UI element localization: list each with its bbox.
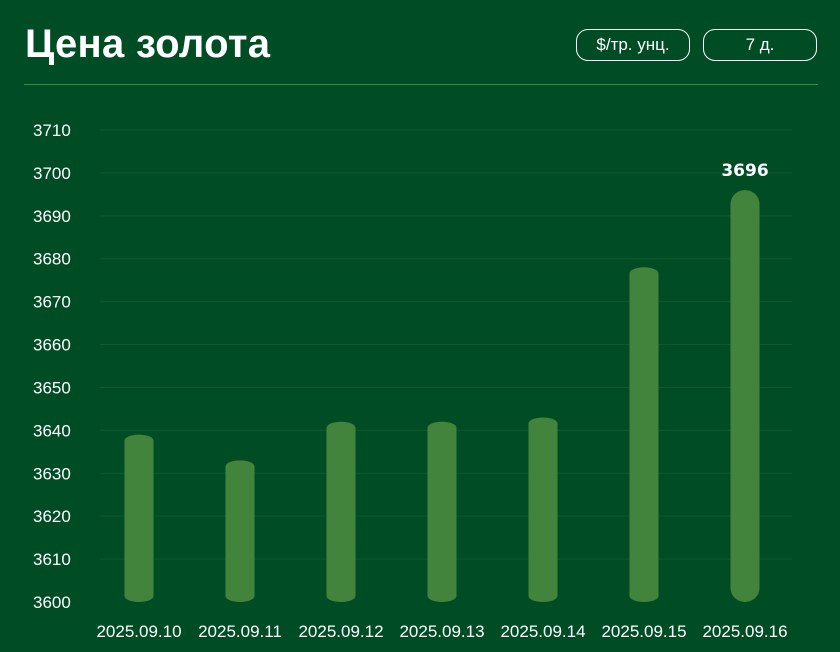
y-tick-label: 3620	[33, 507, 71, 526]
header-divider	[24, 84, 818, 85]
x-tick-label: 2025.09.15	[601, 622, 686, 641]
x-tick-label: 2025.09.16	[702, 622, 787, 641]
y-tick-label: 3670	[33, 293, 71, 312]
x-tick-label: 2025.09.13	[399, 622, 484, 641]
y-tick-label: 3630	[33, 464, 71, 483]
y-axis: 3600 3610 3620 3630 3640 3650 3660 3670 3680 3690…	[33, 121, 71, 612]
bar-2025.09.16[interactable]	[730, 190, 760, 602]
y-tick-label: 3600	[33, 593, 71, 612]
page-title: Цена золота	[25, 22, 271, 66]
data-labels: 3696	[721, 161, 768, 181]
bar-2025.09.10[interactable]	[124, 434, 154, 602]
period-selector-button[interactable]: 7 д.	[703, 29, 817, 61]
unit-selector-button[interactable]: $/тр. унц.	[576, 29, 690, 61]
bar-2025.09.11[interactable]	[225, 460, 255, 602]
bar-2025.09.12[interactable]	[326, 421, 356, 602]
y-tick-label: 3610	[33, 550, 71, 569]
y-tick-label: 3690	[33, 207, 71, 226]
y-tick-label: 3650	[33, 378, 71, 397]
x-tick-label: 2025.09.12	[298, 622, 383, 641]
x-tick-label: 2025.09.10	[96, 622, 181, 641]
x-axis: 2025.09.10 2025.09.11 2025.09.12 2025.09.13…	[96, 622, 787, 641]
y-tick-label: 3700	[33, 164, 71, 183]
y-tick-label: 3660	[33, 336, 71, 355]
data-label: 3696	[721, 161, 768, 181]
y-tick-label: 3640	[33, 421, 71, 440]
bar-2025.09.14[interactable]	[528, 417, 558, 602]
y-tick-label: 3710	[33, 121, 71, 140]
y-tick-label: 3680	[33, 250, 71, 269]
bar-2025.09.13[interactable]	[427, 421, 457, 602]
x-tick-label: 2025.09.14	[500, 622, 585, 641]
x-tick-label: 2025.09.11	[198, 622, 282, 641]
chart-bars	[124, 190, 760, 602]
bar-2025.09.15[interactable]	[629, 267, 659, 602]
